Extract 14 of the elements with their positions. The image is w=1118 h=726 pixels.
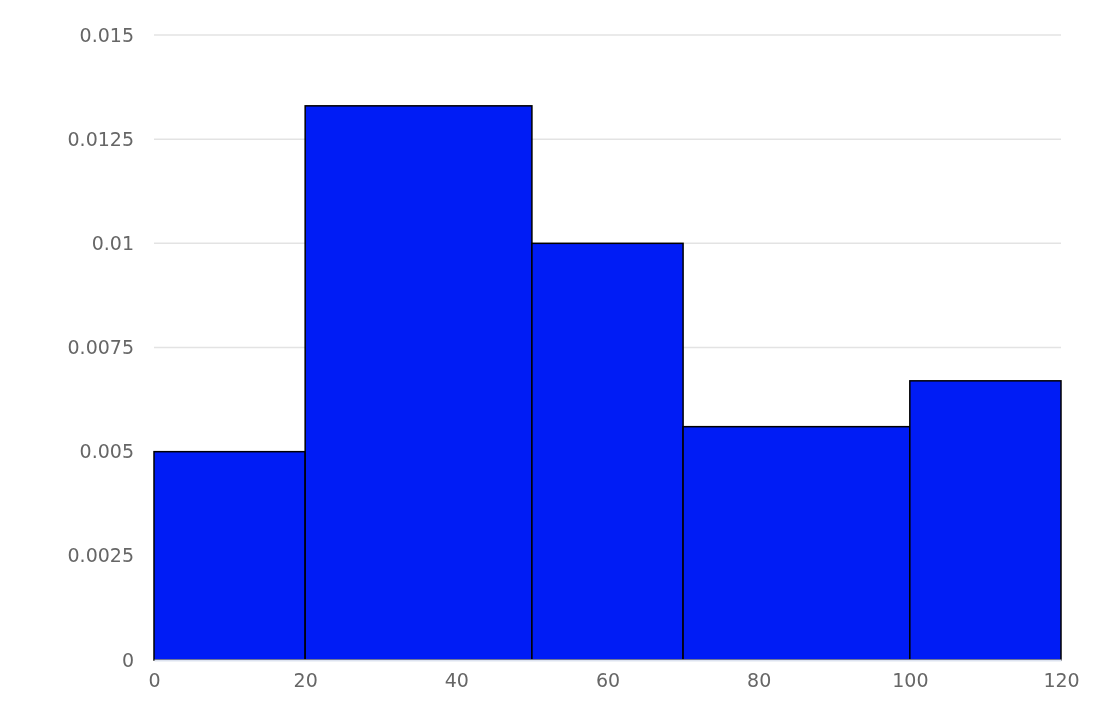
x-tick-label: 0	[148, 669, 161, 692]
y-tick-label: 0.0025	[67, 544, 134, 567]
x-tick-label: 20	[293, 669, 318, 692]
x-tick-label: 80	[747, 669, 772, 692]
y-tick-label: 0	[121, 648, 134, 671]
x-tick-label: 100	[892, 669, 929, 692]
x-tick-label: 60	[595, 669, 621, 692]
y-tick-label: 0.0125	[67, 127, 134, 150]
y-tick-label: 0.005	[79, 440, 134, 463]
y-tick-label: 0.015	[79, 23, 134, 46]
y-tick-label: 0.01	[91, 231, 134, 254]
x-tick-label: 40	[444, 669, 469, 692]
y-tick-label: 0.0075	[67, 336, 134, 359]
x-tick-label: 120	[1043, 669, 1080, 692]
